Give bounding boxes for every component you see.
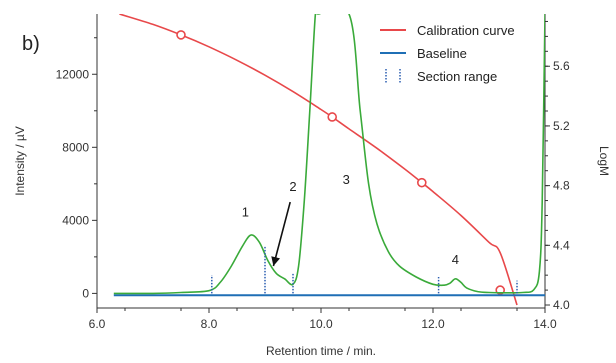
- peak-label: 3: [343, 172, 350, 187]
- y-right-tick-label: 4.0: [553, 298, 570, 312]
- y-axis-right-title: LogM: [597, 146, 611, 176]
- series-calibration-curve-marker: [416, 177, 427, 188]
- x-tick-label: 10.0: [309, 317, 333, 331]
- legend-section-range-label: Section range: [417, 69, 497, 84]
- peak-arrow-line: [272, 201, 291, 267]
- y-axis-left-title: Intensity / µV: [13, 126, 27, 196]
- labels-layer: b) 1 2 3 4: [22, 33, 459, 267]
- y-right-tick-label: 4.8: [553, 179, 570, 193]
- peak-label: 4: [452, 252, 459, 267]
- panel-label: b): [22, 33, 40, 55]
- y-right-tick-label: 5.2: [553, 119, 570, 133]
- legend: Calibration curve Baseline Section range: [380, 23, 515, 84]
- legend-calibration-curve-label: Calibration curve: [417, 23, 515, 38]
- series-layer: [113, 14, 545, 306]
- x-axis-title: Retention time / min.: [266, 344, 376, 358]
- y-left-tick-label: 4000: [62, 213, 89, 227]
- x-tick-label: 14.0: [533, 317, 557, 331]
- peak-label: 2: [289, 179, 296, 194]
- y-right-tick-label: 4.4: [553, 238, 570, 252]
- peak-arrow-head: [271, 256, 280, 266]
- x-tick-label: 8.0: [201, 317, 218, 331]
- series-chromatogram-line: [113, 14, 545, 295]
- x-tick-label: 12.0: [421, 317, 445, 331]
- y-right-tick-label: 5.6: [553, 59, 570, 73]
- y-left-tick-label: 0: [82, 286, 89, 300]
- legend-baseline-label: Baseline: [417, 46, 467, 61]
- series-calibration-curve-marker: [176, 30, 186, 40]
- peak-label: 1: [242, 205, 249, 220]
- y-left-tick-label: 12000: [56, 67, 90, 81]
- series-calibration-curve-marker: [327, 112, 338, 122]
- series-calibration-curve-line: [119, 14, 518, 306]
- y-left-tick-label: 8000: [62, 140, 89, 154]
- axes: 6.0 8.0 10.0 12.0 14.0 0 4000 8000 12000 4.0 4.4 4.…: [13, 14, 611, 358]
- x-tick-label: 6.0: [89, 317, 106, 331]
